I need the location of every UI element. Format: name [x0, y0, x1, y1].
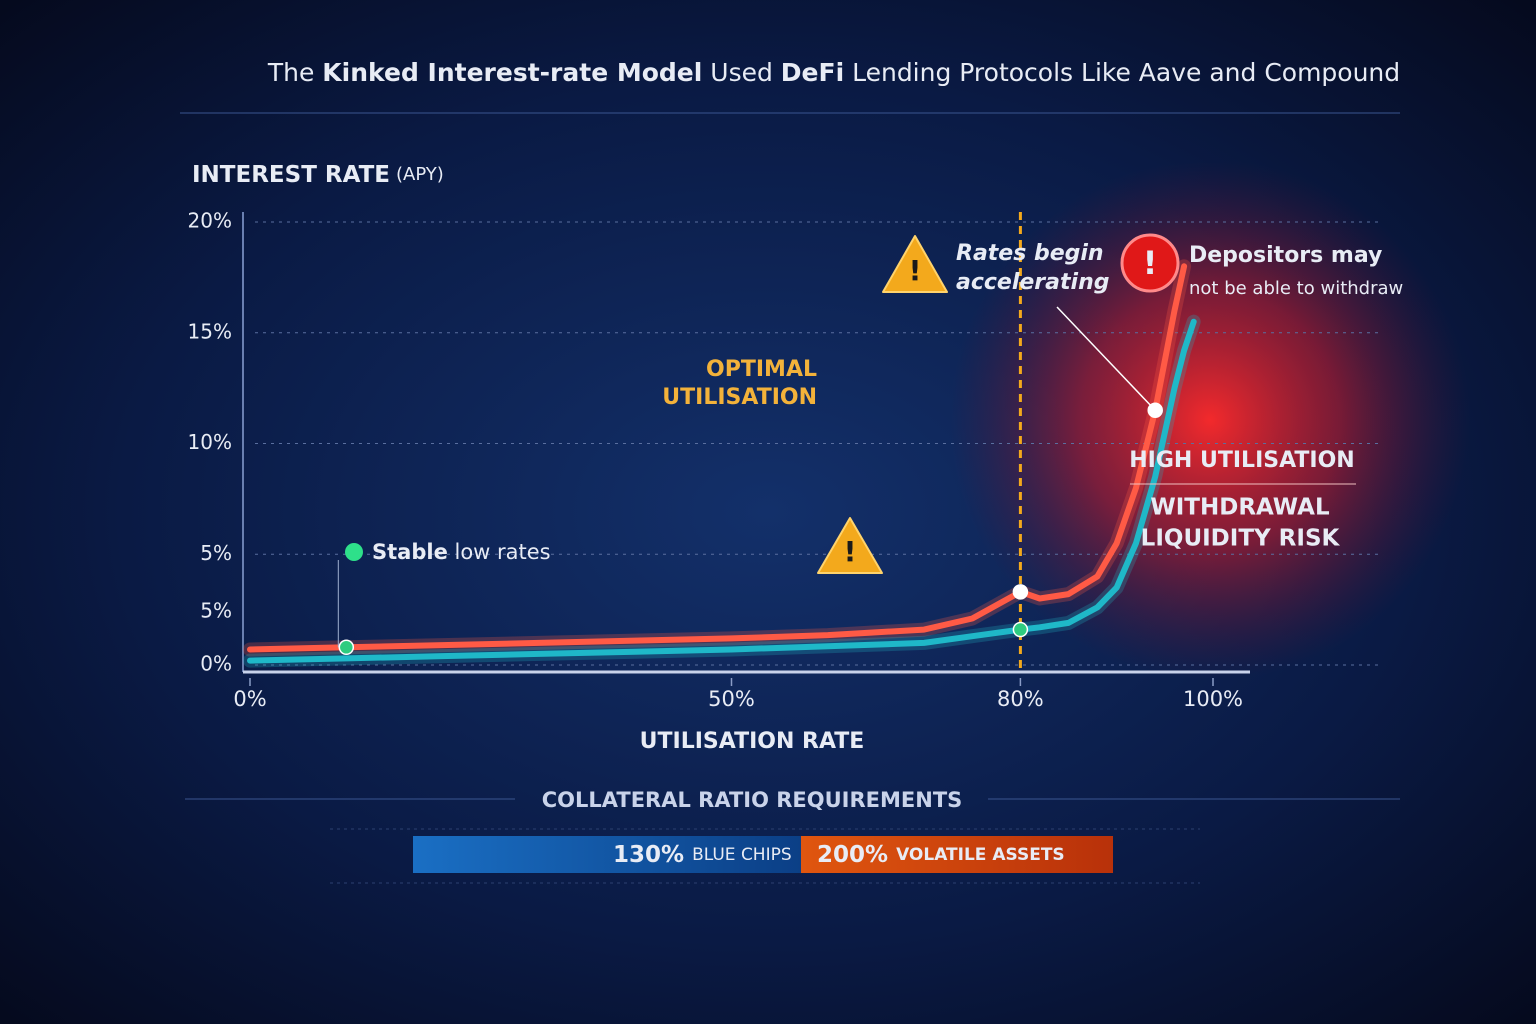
collateral-label: BLUE CHIPS: [692, 845, 792, 865]
x-axis-title: UTILISATION RATE: [640, 729, 865, 754]
y-tick-label: 15%: [188, 319, 232, 343]
y-axis-title: INTEREST RATE (APY): [192, 162, 444, 188]
y-tick-label: 5%: [200, 541, 232, 565]
title-part: Used: [702, 58, 780, 87]
warning-mark: !: [909, 254, 922, 287]
x-tick-label: 0%: [233, 687, 266, 711]
chart-title: The Kinked Interest-rate Model Used DeFi…: [267, 58, 1400, 87]
accelerating-label: Rates begin: [956, 241, 1104, 266]
x-tick-label: 100%: [1183, 687, 1243, 711]
title-part: Lending Protocols Like Aave and Compound: [844, 58, 1400, 87]
y-extra-label: 5%: [200, 599, 232, 623]
risk-glow: [950, 160, 1470, 680]
accelerating-label: accelerating: [956, 270, 1109, 295]
warning-icon: [882, 235, 948, 293]
warning-icon: [817, 517, 883, 574]
kink-point: [1012, 621, 1029, 638]
stable-icon: [345, 543, 363, 561]
x-tick-label: 80%: [997, 687, 1044, 711]
collateral-title: COLLATERAL RATIO REQUIREMENTS: [542, 788, 963, 812]
y-title-unit: (APY): [396, 164, 444, 185]
risk-title: HIGH UTILISATION: [1129, 448, 1354, 473]
plot: 0% 5% 10% 15% 20% 0% 50% 80% 100%: [188, 209, 1380, 711]
kink-label: OPTIMAL: [706, 357, 817, 382]
depositors-label: not be able to withdraw: [1189, 278, 1403, 299]
alert-mark: !: [1143, 244, 1158, 282]
collateral-item: 200% VOLATILE ASSETS: [817, 842, 1065, 868]
alert-icon: [1120, 233, 1180, 293]
title-part: The: [267, 58, 322, 87]
collateral-label: VOLATILE ASSETS: [896, 845, 1065, 865]
kink-label: UTILISATION: [662, 385, 817, 410]
x-tick-label: 50%: [708, 687, 755, 711]
y-tick-label: 0%: [200, 652, 232, 676]
collateral-ratio: 200%: [817, 842, 888, 868]
kink-point: [1012, 584, 1029, 600]
stable-annotation: Stable low rates: [372, 540, 551, 564]
title-part: DeFi: [781, 58, 844, 87]
title-part: Kinked Interest-rate Model: [322, 58, 702, 87]
volatile-bar: [801, 836, 1113, 873]
collateral-item: 130% BLUE CHIPS: [613, 842, 792, 868]
depositors-label: Depositors may: [1189, 243, 1382, 268]
blue-chips-bar: [413, 836, 801, 873]
y-tick-label: 10%: [188, 430, 232, 454]
y-tick-label: 20%: [188, 209, 232, 233]
risk-label: WITHDRAWAL: [1150, 495, 1330, 521]
stable-rest: low rates: [448, 540, 551, 564]
warning-mark: !: [844, 535, 857, 568]
risk-label: LIQUIDITY RISK: [1141, 526, 1341, 552]
stable-point: [338, 639, 355, 656]
stable-bold: Stable: [372, 540, 448, 564]
collateral-ratio: 130%: [613, 842, 684, 868]
accelerating-point: [1147, 402, 1163, 419]
accelerating-leader: [1056, 306, 1156, 411]
y-title-main: INTEREST RATE: [192, 162, 390, 188]
series-line: [247, 263, 1188, 653]
